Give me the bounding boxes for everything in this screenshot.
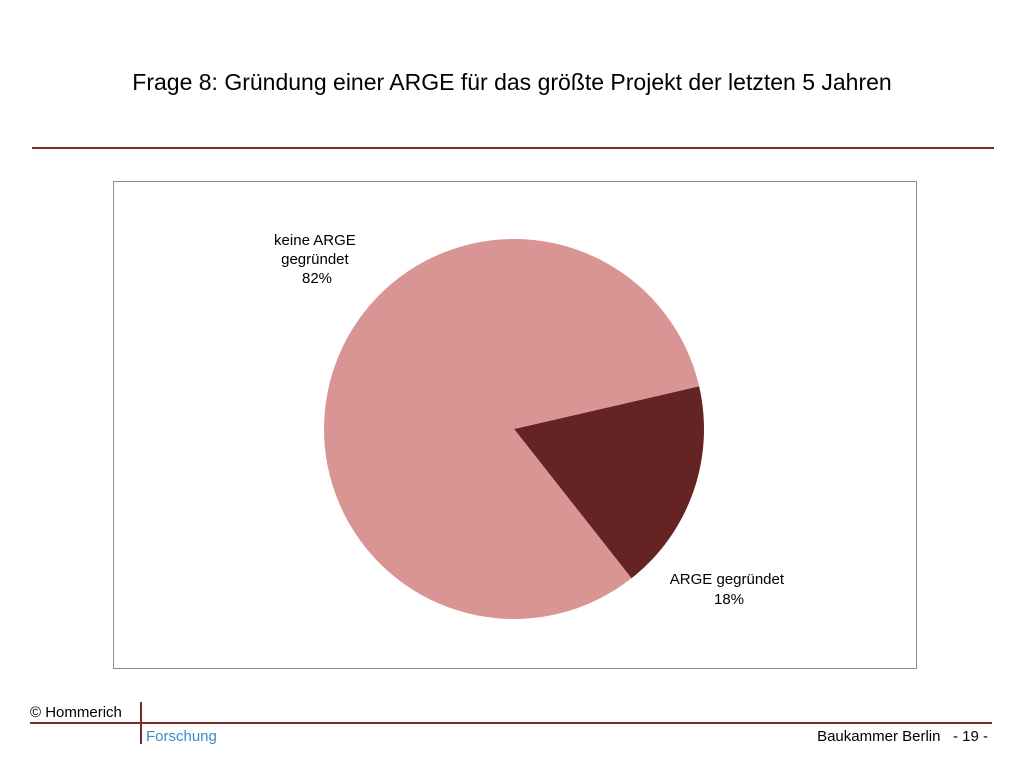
slide-title: Frage 8: Gründung einer ARGE für das grö… <box>132 69 892 95</box>
slice-label-line: gegründet <box>281 251 349 268</box>
footer-org-page: Baukammer Berlin - 19 - <box>817 728 988 746</box>
title-divider <box>32 147 994 149</box>
footer-page-number: - 19 - <box>952 728 988 745</box>
slice-label-keine-arge: keine ARGE gegründet 82% <box>274 232 360 287</box>
pie-slice-keine-arge <box>323 238 700 619</box>
pie-slices <box>323 238 704 619</box>
slice-label-line: ARGE gegründet <box>670 571 785 588</box>
slice-label-arge-gegruendet: ARGE gegründet 18% <box>670 571 788 608</box>
slice-label-line: 82% <box>302 270 332 287</box>
chart-frame: keine ARGE gegründet 82% ARGE gegründet … <box>113 181 917 669</box>
slice-label-line: 18% <box>714 591 744 608</box>
footer-department: Forschung <box>146 728 217 745</box>
slice-label-line: keine ARGE <box>274 232 356 249</box>
footer-horizontal-divider <box>30 722 992 724</box>
pie-slice-arge-gegruendet <box>514 386 704 579</box>
footer-copyright: © Hommerich <box>30 704 122 721</box>
footer-organization: Baukammer Berlin <box>817 728 941 745</box>
pie-chart: keine ARGE gegründet 82% ARGE gegründet … <box>274 232 788 619</box>
